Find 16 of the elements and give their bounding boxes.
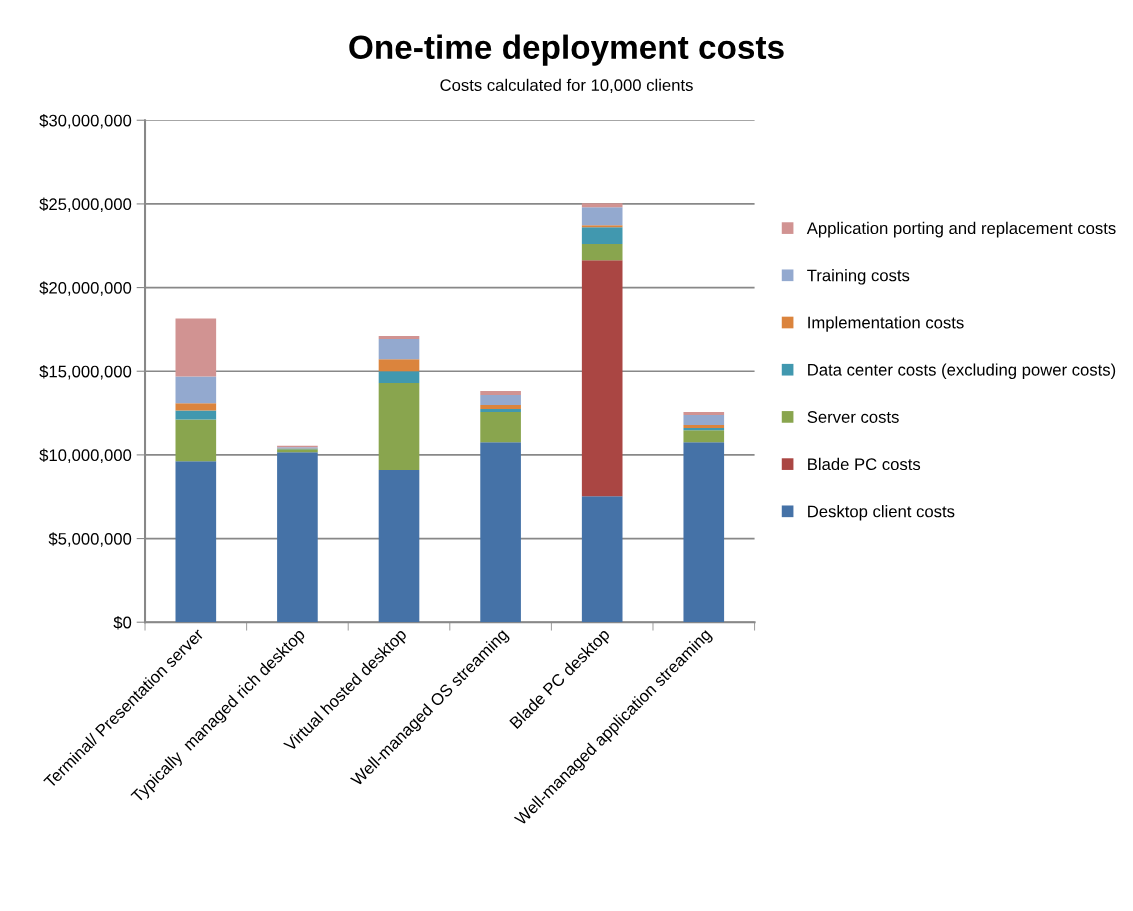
legend-label: Data center costs (excluding power costs) <box>808 363 1116 379</box>
y-tick-label: $30,000,000 <box>39 113 132 129</box>
y-tick-label: $5,000,000 <box>48 532 132 547</box>
legend-label: Blade PC costs <box>808 457 921 471</box>
legend-label: Desktop client costs <box>808 505 955 521</box>
y-tick-label: $0 <box>113 615 132 630</box>
chart-subtitle: Costs calculated for 10,000 clients <box>440 78 693 93</box>
y-tick-label: $15,000,000 <box>39 364 132 380</box>
legend-label: Implementation costs <box>808 316 964 332</box>
y-tick-label: $20,000,000 <box>39 281 132 296</box>
legend-label: Training costs <box>807 269 910 285</box>
y-tick-label: $10,000,000 <box>39 448 132 464</box>
chart-title: One-time deployment costs <box>349 34 784 66</box>
legend-label: Server costs <box>807 411 899 423</box>
y-tick-label: $25,000,000 <box>39 197 132 213</box>
legend-label: Application porting and replacement costs <box>806 221 1116 238</box>
